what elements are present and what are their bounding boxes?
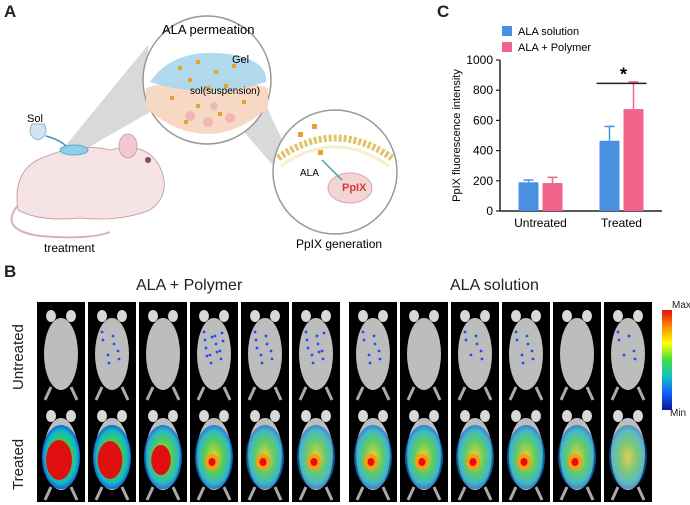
legend-label: ALA solution (518, 26, 579, 38)
sol-suspension-label: sol(suspension) (190, 86, 260, 97)
mouse-fluorescence-image (292, 402, 340, 502)
conversion-arrow (321, 159, 343, 181)
row-label-treated: Treated (10, 438, 27, 490)
mouse-fluorescence-image (502, 402, 550, 502)
mouse-fluorescence-image (190, 402, 238, 502)
mouse-fluorescence-image (349, 302, 397, 402)
legend-swatch (502, 42, 512, 52)
mouse-fluorescence-image (553, 402, 601, 502)
panel-a-letter: A (4, 2, 17, 21)
mouse-fluorescence-image (88, 302, 136, 402)
sol-arrow (45, 135, 67, 147)
bar (518, 182, 539, 211)
mouse-body (16, 146, 165, 220)
pplx-generation-caption: PpIX generation (296, 237, 382, 251)
mouse-tail (10, 204, 111, 239)
mouse-fluorescence-image (139, 402, 187, 502)
panel-c-letter: C (437, 2, 450, 21)
ala-particles (170, 60, 246, 124)
significance-star: * (620, 64, 627, 84)
gel-label: Gel (232, 54, 249, 66)
panel-a-illustration: Sol treatment ALA permeation Gel sol(sus… (10, 15, 398, 255)
group-title-ala-polymer: ALA + Polymer (136, 277, 243, 294)
skin-layer (146, 79, 268, 134)
skin-cells (185, 102, 235, 127)
x-tick-label: Untreated (514, 216, 567, 230)
mouse-fluorescence-image (349, 402, 397, 502)
colorbar-min-label: Min (670, 408, 687, 419)
zoom-cone-1 (62, 45, 150, 158)
sol-droplet (29, 123, 47, 141)
mouse-fluorescence-image (241, 302, 289, 402)
y-tick-label: 400 (473, 144, 493, 158)
mouse-ear (118, 133, 138, 159)
mouse-fluorescence-image (451, 302, 499, 402)
legend-label: ALA + Polymer (518, 42, 591, 54)
bar (599, 140, 620, 211)
y-tick-label: 600 (473, 113, 493, 127)
y-tick-label: 200 (473, 174, 493, 188)
ala-label: ALA (300, 168, 319, 179)
mouse-fluorescence-image (400, 402, 448, 502)
y-tick-label: 800 (473, 83, 493, 97)
group-title-ala-solution: ALA solution (450, 277, 539, 294)
bar (542, 183, 563, 211)
mouse-fluorescence-image (37, 302, 85, 402)
legend-swatch (502, 26, 512, 36)
applied-gel (59, 144, 89, 156)
mouse-fluorescence-image (190, 302, 238, 402)
mouse-fluorescence-image (604, 302, 652, 402)
mouse-fluorescence-image (451, 402, 499, 502)
colorbar-max-label: Max (672, 300, 690, 311)
treatment-label: treatment (44, 241, 95, 255)
mitochondrion (327, 172, 373, 204)
mouse-fluorescence-image (88, 402, 136, 502)
y-tick-label: 1000 (466, 53, 493, 67)
row-label-untreated: Untreated (10, 324, 27, 390)
pplx-label: PpIX (342, 182, 367, 194)
mouse-fluorescence-image (400, 302, 448, 402)
mouse-fluorescence-image (139, 302, 187, 402)
ala-particles-2 (298, 124, 323, 155)
mouse-eye (145, 157, 151, 163)
colorbar (662, 310, 672, 410)
mouse-fluorescence-image (37, 402, 85, 502)
y-tick-label: 0 (486, 204, 493, 218)
x-tick-label: Treated (601, 216, 642, 230)
panel-b-letter: B (4, 262, 17, 281)
cell-membrane (275, 134, 395, 161)
mouse-fluorescence-image (241, 402, 289, 502)
mouse-fluorescence-image (553, 302, 601, 402)
permeation-title: ALA permeation (162, 22, 255, 37)
sol-label: Sol (27, 113, 43, 125)
mouse-fluorescence-image (502, 302, 550, 402)
mouse-fluorescence-image (604, 402, 652, 502)
y-axis-label: PpIX fluorescence intensity (451, 69, 463, 202)
gel-dome (150, 52, 267, 91)
mouse-fluorescence-image (292, 302, 340, 402)
bar (623, 109, 644, 211)
